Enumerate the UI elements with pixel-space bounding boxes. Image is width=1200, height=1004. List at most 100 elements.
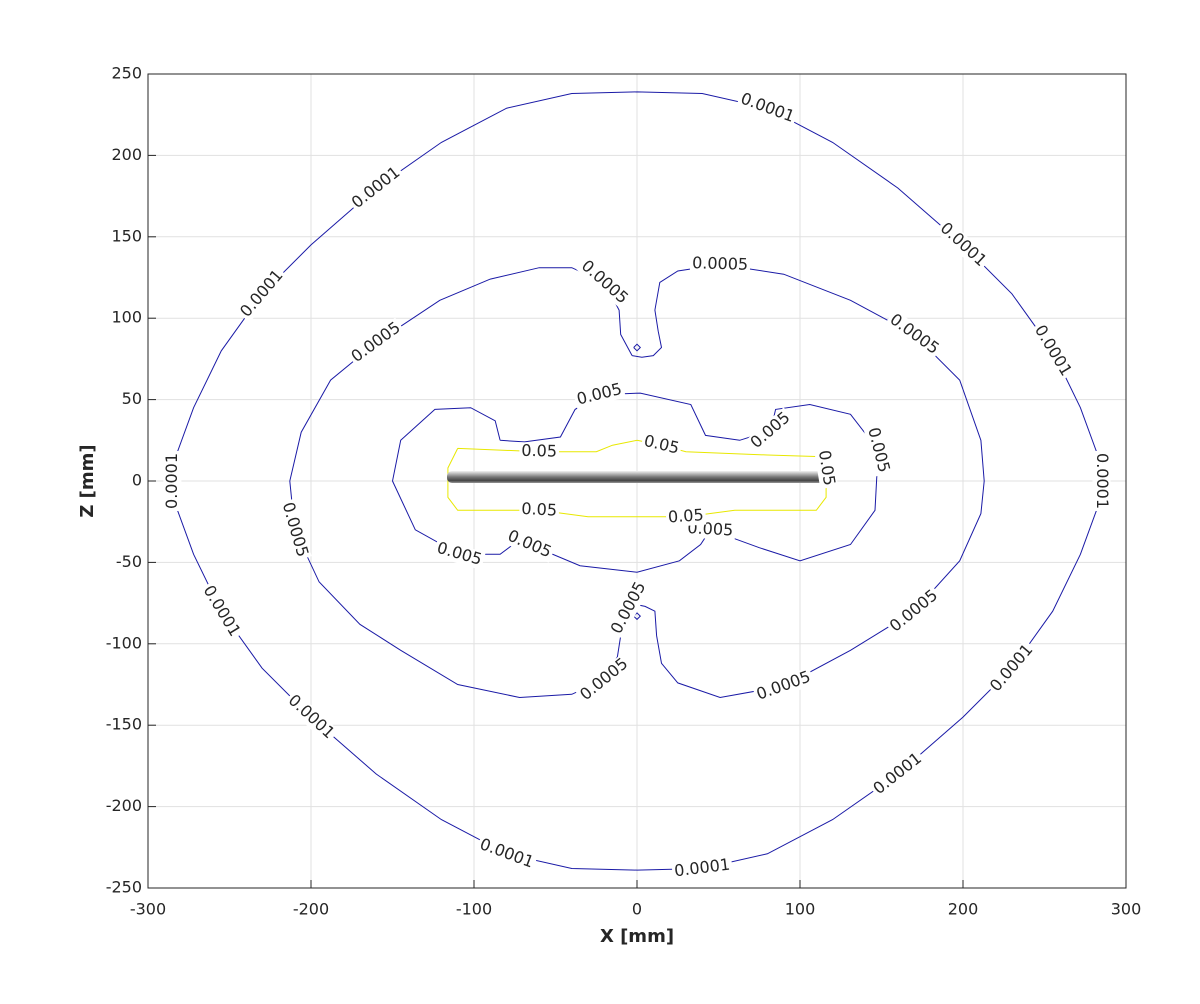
x-tick-label: 0 [632, 900, 642, 919]
contour-label-text: 0.05 [667, 505, 704, 526]
contour-label-text: 0.0001 [162, 453, 181, 509]
y-tick-label: 0 [132, 471, 142, 490]
label-bg [814, 447, 839, 489]
label-bg [665, 506, 707, 528]
label-bg [519, 442, 560, 462]
contour-label: 0.0005 [575, 653, 634, 706]
label-bg [346, 317, 406, 368]
label-bg [671, 855, 734, 882]
contour-label-text: 0.005 [435, 538, 484, 569]
label-bg [934, 217, 992, 272]
label-bg [640, 431, 683, 459]
label-bg [475, 834, 538, 873]
label-bg [575, 653, 634, 706]
y-tick-label: 250 [111, 64, 142, 83]
label-bg [606, 577, 651, 639]
contour-label: 0.0001 [1092, 451, 1112, 511]
contour-label: 0.0005 [606, 577, 651, 639]
label-bg [198, 580, 245, 642]
x-tick-label: 200 [948, 900, 979, 919]
contour-label-text: 0.005 [575, 379, 624, 409]
contour-label-text: 0.0001 [1031, 321, 1076, 379]
label-bg [752, 667, 815, 705]
contour-label: 0.0001 [1029, 320, 1076, 382]
contour-label-text: 0.0001 [869, 748, 925, 798]
contour-label: 0.0005 [277, 498, 313, 562]
contour-label-text: 0.0005 [886, 585, 941, 635]
contour-label: 0.0005 [576, 255, 633, 310]
contour-label-text: 0.005 [746, 408, 793, 452]
contour-label-text: 0.0001 [986, 640, 1037, 695]
contour-line [391, 392, 879, 573]
contour-label-text: 0.0005 [576, 654, 631, 704]
contour-line [447, 439, 827, 518]
rod [447, 471, 826, 483]
label-bg [518, 500, 560, 521]
contour-label: 0.0005 [885, 585, 944, 638]
contour-label-text: 0.0001 [673, 855, 731, 881]
contour-label-text: 0.0001 [477, 834, 536, 871]
label-bg [884, 309, 944, 360]
contour-label: 0.0001 [475, 834, 538, 873]
label-bg [985, 639, 1039, 697]
contour-label: 0.005 [745, 407, 796, 454]
contour-label: 0.0001 [934, 217, 992, 272]
label-bg [282, 690, 340, 745]
y-tick-label: -100 [106, 633, 142, 652]
contour-label-text: 0.0001 [1093, 453, 1112, 509]
contour-label: 0.0001 [985, 639, 1039, 697]
contour-label: 0.0001 [235, 265, 289, 323]
label-bg [1029, 320, 1076, 382]
contour-label-text: 0.0005 [279, 500, 313, 559]
label-bg [432, 538, 486, 570]
y-tick-label: 50 [122, 389, 142, 408]
y-tick-label: -250 [106, 878, 142, 897]
contour-label-text: 0.0001 [285, 690, 339, 742]
contour-label-text: 0.0001 [937, 218, 991, 270]
contour-label-text: 0.05 [521, 499, 558, 520]
y-tick-label: -50 [116, 552, 142, 571]
contour-label: 0.0005 [884, 309, 944, 360]
contour-label: 0.0001 [736, 89, 799, 128]
contour-label: 0.05 [519, 441, 560, 462]
label-bg [576, 255, 633, 310]
contour-label: 0.005 [502, 526, 556, 563]
x-tick-label: -100 [456, 900, 492, 919]
x-axis-label: X [mm] [600, 926, 674, 947]
contour-label-text: 0.005 [864, 425, 894, 474]
contour-label: 0.05 [665, 505, 707, 528]
x-tick-label: 100 [785, 900, 816, 919]
contour-label-text: 0.0005 [692, 253, 749, 274]
label-bg [502, 526, 556, 563]
contour-label-text: 0.0005 [886, 310, 942, 358]
contour-label-text: 0.0001 [200, 582, 245, 640]
contour-label: 0.005 [573, 379, 626, 410]
label-bg [736, 89, 799, 128]
label-bg [277, 498, 312, 562]
contour-label-text: 0.0001 [738, 89, 797, 126]
contour-label-text: 0.05 [521, 441, 557, 461]
label-bg [868, 748, 927, 800]
label-bg [1092, 451, 1111, 511]
contour-label: 0.0005 [346, 317, 406, 368]
contour-label: 0.005 [863, 423, 894, 477]
y-tick-label: 200 [111, 145, 142, 164]
label-bg [745, 407, 796, 454]
y-tick-label: -200 [106, 796, 142, 815]
contour-label: 0.0001 [671, 855, 734, 882]
label-bg [573, 379, 626, 410]
x-tick-label: -200 [293, 900, 329, 919]
contour-label: 0.0001 [282, 690, 340, 745]
contour-label: 0.0001 [347, 162, 406, 214]
contour-label: 0.005 [432, 538, 486, 570]
contour-label: 0.0001 [198, 580, 245, 642]
contour-label-text: 0.0001 [348, 162, 404, 212]
y-tick-label: 150 [111, 226, 142, 245]
contour-label: 0.0001 [868, 748, 927, 800]
label-bg [347, 162, 406, 214]
contour-label: 0.0005 [689, 253, 751, 275]
contour-label-text: 0.0005 [578, 256, 632, 307]
contour-label: 0.0005 [752, 667, 815, 705]
x-tick-label: -300 [130, 900, 166, 919]
